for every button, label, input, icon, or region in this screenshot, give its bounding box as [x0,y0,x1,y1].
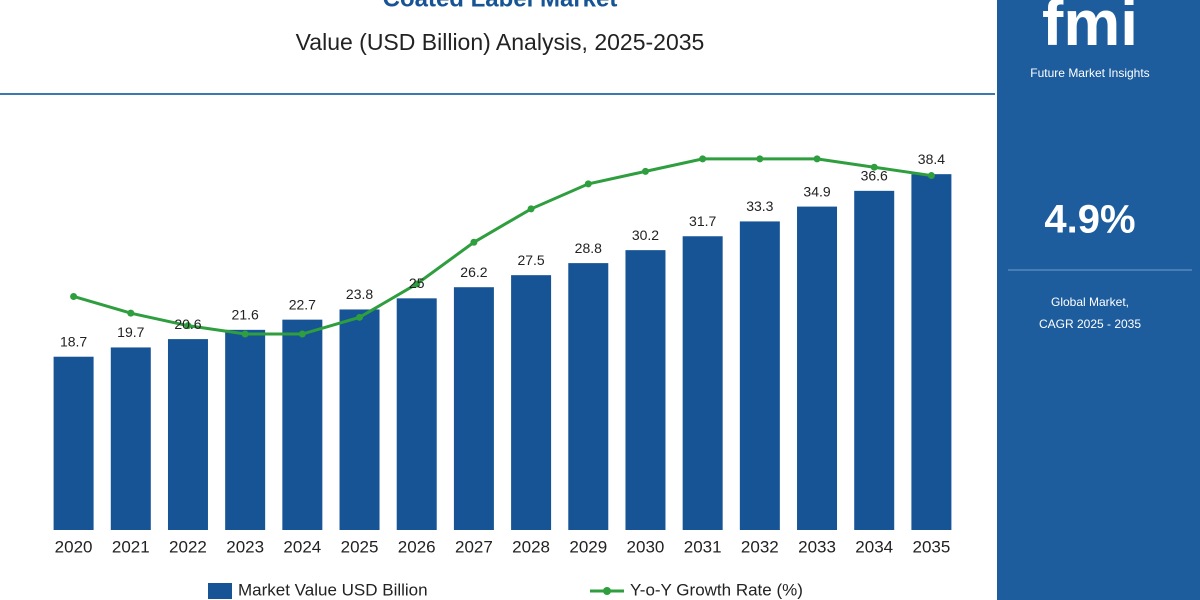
bar [53,356,94,530]
x-tick-label: 2024 [283,537,321,556]
legend-swatch [208,583,232,599]
bar [568,263,609,530]
growth-point [870,163,878,171]
x-tick-label: 2035 [912,537,950,556]
growth-point [756,155,764,163]
x-tick-label: 2031 [684,537,722,556]
bar [339,309,380,530]
data-label: 31.7 [689,213,716,229]
bar [511,275,552,530]
bar [682,236,723,530]
bar [225,329,266,530]
x-tick-label: 2022 [169,537,207,556]
x-tick-label: 2033 [798,537,836,556]
x-tick-label: 2032 [741,537,779,556]
x-tick-label: 2034 [855,537,893,556]
cagr-value: 4.9% [1044,198,1135,242]
growth-point [413,280,421,288]
bar [854,190,895,530]
data-label: 21.6 [232,307,259,323]
data-label: 25 [409,275,425,291]
growth-point [470,238,478,246]
growth-point [641,167,649,175]
bar [396,298,437,530]
growth-point [298,330,306,338]
bar [625,250,666,530]
legend-label: Y-o-Y Growth Rate (%) [630,580,803,599]
bar [110,347,151,530]
bar [453,287,494,530]
growth-point [927,172,935,180]
growth-point [356,313,364,321]
chart-subtitle: Value (USD Billion) Analysis, 2025-2035 [296,29,705,55]
data-label: 27.5 [517,252,544,268]
data-label: 23.8 [346,286,373,302]
cagr-label: Global Market, [1051,295,1129,309]
data-label: 18.7 [60,333,87,349]
growth-point [813,155,821,163]
data-label: 33.3 [746,198,773,214]
x-tick-label: 2020 [55,537,93,556]
growth-point [70,292,78,300]
data-label: 38.4 [918,151,945,167]
brand-logo: fmi [1042,0,1138,59]
data-label: 22.7 [289,296,316,312]
growth-point [584,180,592,188]
growth-point [527,205,535,213]
data-label: 28.8 [575,240,602,256]
bar [911,174,952,530]
x-tick-label: 2027 [455,537,493,556]
data-label: 20.6 [174,316,201,332]
growth-point [699,155,707,163]
chart-title: Coated Label Market [383,0,618,12]
bar [167,339,208,530]
x-tick-label: 2025 [341,537,379,556]
legend-label: Market Value USD Billion [238,580,428,599]
bar [739,221,780,531]
x-tick-label: 2028 [512,537,550,556]
growth-point [241,330,249,338]
growth-point [127,309,135,317]
x-tick-label: 2030 [627,537,665,556]
x-tick-label: 2023 [226,537,264,556]
data-label: 36.6 [861,168,888,184]
x-tick-label: 2029 [569,537,607,556]
growth-line [73,157,932,336]
data-label: 26.2 [460,264,487,280]
x-tick-label: 2021 [112,537,150,556]
cagr-label: CAGR 2025 - 2035 [1039,317,1141,331]
data-label: 19.7 [117,324,144,340]
brand-panel [997,0,1200,600]
legend-swatch [603,587,611,595]
bar [282,319,323,530]
brand-name: Future Market Insights [1030,66,1149,80]
growth-point [184,322,192,330]
x-tick-label: 2026 [398,537,436,556]
bar [797,206,838,531]
data-label: 30.2 [632,227,659,243]
data-label: 34.9 [803,183,830,199]
